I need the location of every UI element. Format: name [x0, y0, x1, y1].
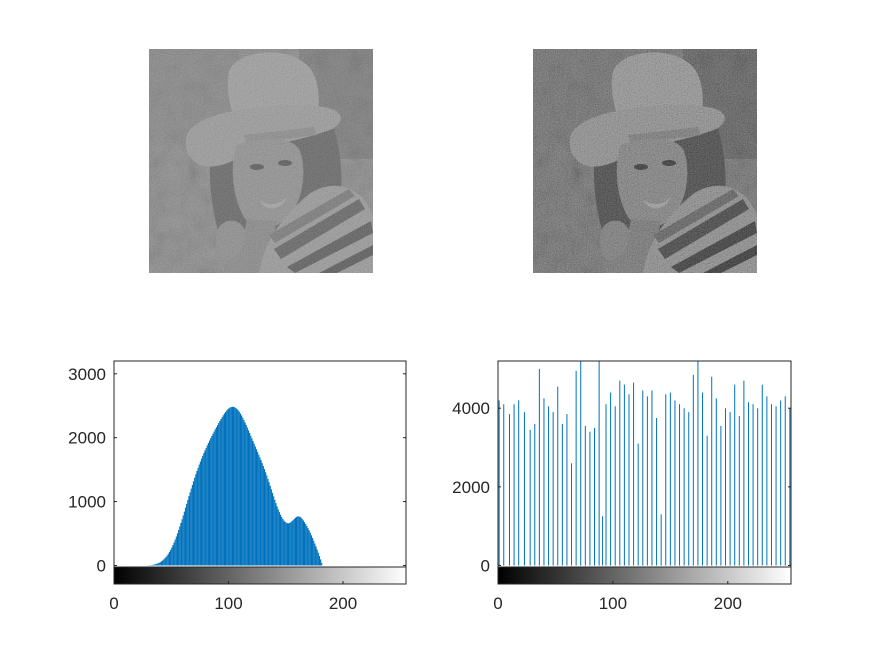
y-tick-label: 4000 — [452, 399, 490, 418]
x-tick-label: 0 — [493, 594, 502, 613]
x-tick-label: 100 — [214, 594, 242, 613]
y-tick-label: 1000 — [68, 493, 106, 512]
histogram-bars — [147, 406, 323, 566]
y-tick-label: 0 — [97, 556, 106, 575]
x-tick-label: 200 — [714, 594, 742, 613]
x-tick-label: 200 — [329, 594, 357, 613]
histogram-spikes — [498, 361, 791, 566]
y-tick-label: 2000 — [68, 429, 106, 448]
y-tick-label: 2000 — [452, 478, 490, 497]
axes-background — [498, 361, 791, 584]
gray-colorbar — [497, 566, 792, 585]
y-tick-label: 3000 — [68, 365, 106, 384]
axes-box — [113, 360, 407, 585]
x-tick-label: 100 — [599, 594, 627, 613]
gray-colorbar — [113, 566, 407, 585]
x-tick-label: 0 — [109, 594, 118, 613]
y-tick-label: 0 — [481, 557, 490, 576]
image-original — [149, 49, 373, 273]
image-equalized — [533, 49, 757, 273]
axes-box — [497, 360, 792, 585]
